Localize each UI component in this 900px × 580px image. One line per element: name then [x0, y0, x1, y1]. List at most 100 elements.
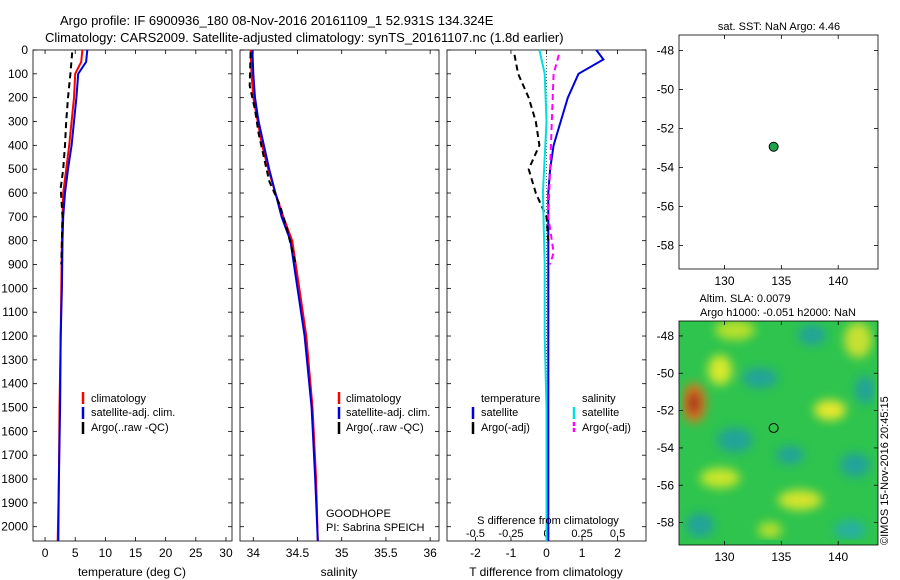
legend-label-argo: Argo(..raw -QC)	[346, 422, 424, 434]
y-tick-label: 1400	[1, 377, 28, 391]
sla-map-title: Altim. SLA: 0.0079	[699, 293, 790, 305]
x-tick-label: 15	[129, 546, 143, 560]
temperature-legend: climatology satellite-adj. clim. Argo(..…	[81, 392, 175, 434]
y-tick-label: -56	[657, 200, 675, 214]
y-tick-label: 1500	[1, 401, 28, 415]
y-tick-label: -54	[657, 441, 675, 455]
y-tick-label: 1900	[1, 496, 28, 510]
y-tick-label: 1100	[2, 305, 28, 319]
sla-location-map: 130 135 140 -48 -50 -52 -54 -56 -58	[657, 321, 878, 564]
x-tick-label: 25	[189, 546, 203, 560]
x-tick-label: 35	[335, 546, 349, 560]
y-tick-label: 1600	[1, 424, 28, 438]
program-name: GOODHOPE	[326, 508, 391, 520]
sst-map-title: sat. SST: NaN Argo: 4.46	[718, 21, 840, 33]
y-tick-label: -50	[657, 83, 675, 97]
x-tick-label: 0	[42, 546, 49, 560]
y-tick-label: 200	[8, 91, 28, 105]
y-tick-label: -48	[657, 44, 675, 58]
y-tick-label: -54	[657, 161, 675, 175]
x-tick-label: -1	[506, 546, 517, 560]
title-line2: Climatology: CARS2009. Satellite-adjuste…	[45, 30, 564, 45]
series-line-satellite-adj-clim-	[57, 49, 89, 542]
legend-header-salinity: salinity	[582, 393, 616, 405]
series-line-argo-raw-qc-	[59, 52, 74, 265]
salinity-plot-frame	[239, 49, 440, 542]
y-tick-label: 0	[21, 43, 28, 57]
legend-label-t-satellite: satellite	[481, 407, 518, 419]
sla-heatmap-background	[679, 321, 878, 545]
y-tick-label: 600	[8, 186, 28, 200]
y-tick-label: -58	[657, 239, 675, 253]
s-difference-label: S difference from climatology	[477, 515, 619, 527]
y-tick-label: 1300	[1, 353, 28, 367]
y-tick-label: 700	[8, 210, 28, 224]
temperature-profile-plot: 0 5 10 15 20 25 300100200300400500600700800900…	[1, 43, 233, 560]
y-tick-label: 1700	[1, 448, 28, 462]
y-tick-label: 400	[8, 138, 28, 152]
difference-profile-plot: -2 -1 0 1 2-0.5 -0.25 0 0.25 0.5	[447, 49, 646, 560]
legend-label-argo: Argo(..raw -QC)	[91, 422, 169, 434]
x-tick-label: 130	[714, 274, 734, 288]
sst-map-frame	[678, 34, 879, 270]
s-tick-label: -0.5	[466, 528, 485, 540]
salinity-legend: climatology satellite-adj. clim. Argo(..…	[337, 392, 430, 434]
series-line-argo-raw-qc-	[248, 52, 297, 265]
legend-header-temperature: temperature	[481, 393, 540, 405]
x-tick-label: 10	[99, 546, 113, 560]
s-tick-label: 0.25	[571, 528, 592, 540]
s-tick-label: -0.25	[498, 528, 523, 540]
y-tick-label: 800	[8, 234, 28, 248]
x-tick-label: 135	[771, 274, 791, 288]
x-tick-label: 30	[219, 546, 233, 560]
y-tick-label: -52	[657, 122, 675, 136]
legend-label-t-argo: Argo(-adj)	[481, 422, 530, 434]
temperature-x-label: temperature (deg C)	[78, 565, 186, 579]
y-tick-label: -52	[657, 404, 675, 418]
sst-location-map: 130 135 140 -48 -50 -52 -54 -56 -58	[657, 35, 878, 288]
series-line-satellite	[538, 49, 548, 541]
salinity-x-label: salinity	[321, 565, 358, 579]
y-tick-label: 300	[8, 115, 28, 129]
x-tick-label: 36	[423, 546, 437, 560]
x-tick-label: 135	[771, 550, 791, 564]
y-tick-label: -48	[657, 329, 675, 343]
legend-label-satellite: satellite-adj. clim.	[346, 407, 430, 419]
legend-label-s-satellite: satellite	[582, 407, 619, 419]
y-tick-label: 1800	[1, 472, 28, 486]
title-line1: Argo profile: IF 6900936_180 08-Nov-2016…	[60, 13, 494, 28]
series-line-satellite-adj-clim-	[251, 49, 319, 542]
y-tick-label: 900	[8, 258, 28, 272]
sla-map-frame	[678, 320, 879, 546]
x-tick-label: 20	[159, 546, 173, 560]
s-tick-label: 0.5	[610, 528, 625, 540]
argo-position-marker	[768, 141, 779, 152]
x-tick-label: 140	[828, 274, 848, 288]
difference-legend: temperature satellite Argo(-adj) salinit…	[471, 393, 631, 434]
y-tick-label: -50	[657, 366, 675, 380]
x-tick-label: 130	[714, 550, 734, 564]
x-tick-label: 2	[614, 546, 621, 560]
legend-label-satellite: satellite-adj. clim.	[91, 407, 175, 419]
x-tick-label: -2	[470, 546, 481, 560]
salinity-profile-plot: 34 34.5 35 35.5 36	[240, 49, 439, 560]
x-tick-label: 0	[543, 546, 550, 560]
series-line-argo-adj-	[547, 54, 560, 265]
imos-watermark: ©IMOS 15-Nov-2016 20:45:15	[879, 396, 891, 545]
x-tick-label: 140	[828, 550, 848, 564]
argo-position-marker	[768, 422, 779, 433]
y-tick-label: -56	[657, 478, 675, 492]
x-tick-label: 34.5	[286, 546, 310, 560]
y-tick-label: 1200	[1, 329, 28, 343]
sla-map-subtitle: Argo h1000: -0.051 h2000: NaN	[700, 307, 856, 319]
y-tick-label: -58	[657, 516, 675, 530]
principal-investigator: PI: Sabrina SPEICH	[326, 522, 424, 534]
temperature-plot-frame	[32, 49, 233, 542]
y-tick-label: 500	[8, 162, 28, 176]
series-line-satellite	[547, 49, 605, 541]
y-tick-label: 1000	[1, 281, 28, 295]
x-tick-label: 35.5	[374, 546, 398, 560]
x-tick-label: 34	[247, 546, 261, 560]
series-line-climatology	[249, 49, 319, 542]
